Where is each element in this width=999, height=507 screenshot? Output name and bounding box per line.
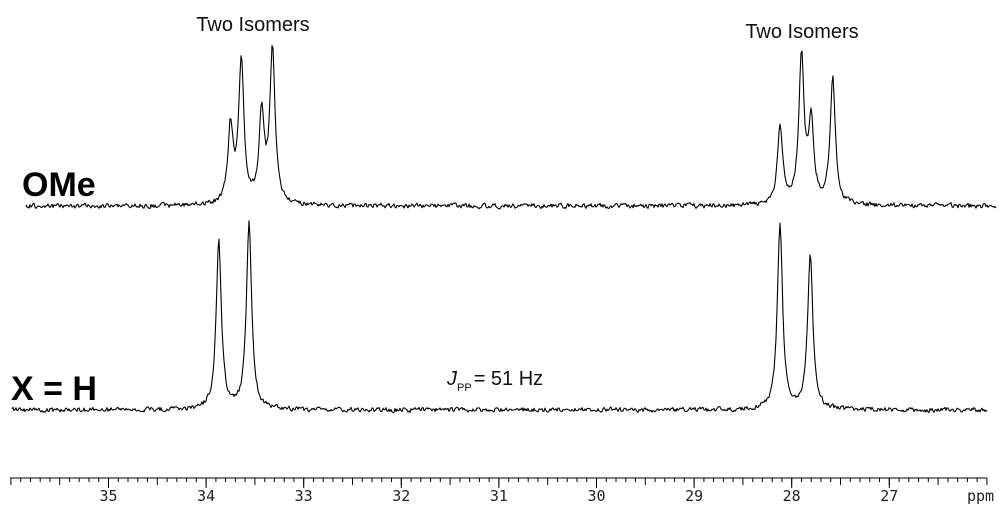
coupling-constant-annotation: JPP = 51 Hz: [446, 368, 543, 394]
tick-label: 31: [490, 487, 508, 505]
spectrum-trace-x-h: [11, 220, 988, 414]
spectrum-trace-ome: [25, 45, 997, 210]
ppm-axis: 35 34 33 32 31 30 29 28 27 ppm: [10, 477, 994, 505]
series-label-ome: OMe: [22, 166, 96, 204]
series-label-x-h: X = H: [11, 370, 97, 408]
coupling-value: = 51 Hz: [474, 368, 543, 390]
tick-label: 27: [880, 487, 898, 505]
tick-label: 34: [197, 487, 215, 505]
left-isomers-annotation: Two Isomers: [196, 14, 309, 36]
major-ticks: 35 34 33 32 31 30 29 28 27: [99, 478, 898, 505]
tick-label: 35: [99, 487, 117, 505]
tick-label: 30: [587, 487, 605, 505]
tick-label: 32: [392, 487, 410, 505]
tick-label: 29: [685, 487, 703, 505]
coupling-subscript: PP: [457, 382, 472, 394]
tick-label: 33: [295, 487, 313, 505]
coupling-symbol: J: [446, 368, 458, 390]
tick-label: 28: [783, 487, 801, 505]
right-isomers-annotation: Two Isomers: [745, 21, 858, 43]
axis-unit-label: ppm: [967, 487, 994, 505]
